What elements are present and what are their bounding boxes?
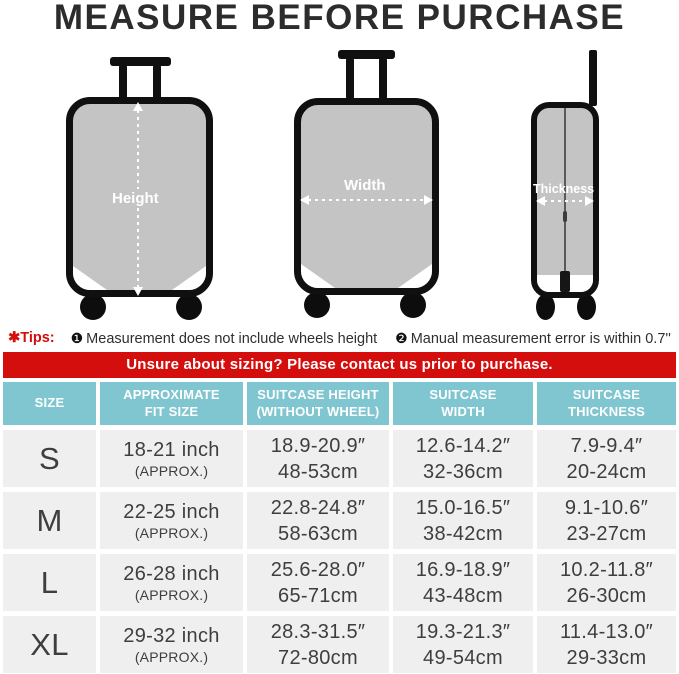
page-title: MEASURE BEFORE PURCHASE <box>53 0 626 37</box>
arrowhead-down-icon <box>133 287 143 296</box>
thickness-arrow <box>544 200 587 202</box>
zipper-pull <box>563 211 567 222</box>
contact-banner: Unsure about sizing? Please contact us p… <box>3 352 676 378</box>
header-cell: SIZE <box>3 382 96 425</box>
width-arrow <box>308 199 426 201</box>
cover-corner-cutout <box>73 266 107 290</box>
handle-post <box>153 64 161 100</box>
numbered-bullet-icon: ❶ <box>70 329 84 346</box>
value-cell: 28.3-31.5″ 72-80cm <box>247 616 389 673</box>
header-cell: APPROXIMATE FIT SIZE <box>100 382 243 425</box>
value-cell: 7.9-9.4″ 20-24cm <box>537 430 676 487</box>
value-cell: 11.4-13.0″ 29-33cm <box>537 616 676 673</box>
numbered-bullet-icon: ❷ <box>395 329 408 346</box>
suitcase-body <box>294 98 439 295</box>
arrowhead-right-icon <box>424 195 433 205</box>
value-cell: 29-32 inch (APPROX.) <box>100 616 243 673</box>
handle-post <box>346 57 354 100</box>
size-cell: L <box>3 554 96 611</box>
size-table: SIZE APPROXIMATE FIT SIZE SUITCASE HEIGHT (W… <box>3 382 676 673</box>
wheel <box>80 294 106 320</box>
value-cell: 9.1-10.6″ 23-27cm <box>537 492 676 549</box>
cover-corner-cutout <box>398 264 432 288</box>
arrowhead-up-icon <box>133 102 143 111</box>
value-cell: 10.2-11.8″ 26-30cm <box>537 554 676 611</box>
header-cell: SUITCASE HEIGHT (WITHOUT WHEEL) <box>247 382 389 425</box>
tip-text: Manual measurement error is within 0.7'' <box>410 330 671 347</box>
value-cell: 22.8-24.8″ 58-63cm <box>247 492 389 549</box>
thickness-label: Thickness <box>533 182 595 196</box>
handle-bar <box>338 50 395 59</box>
zipper-stopper <box>560 271 570 292</box>
wheel <box>536 294 555 320</box>
tip-text: Measurement does not include wheels heig… <box>86 330 378 347</box>
arrowhead-left-icon <box>536 196 545 206</box>
handle-post <box>379 57 387 100</box>
size-cell: S <box>3 430 96 487</box>
cover-corner-cutout <box>301 264 335 288</box>
tips-items: ❶ Measurement does not include wheels hei… <box>71 330 671 347</box>
wheel <box>577 294 596 320</box>
tips-label: ✱Tips: <box>8 330 55 346</box>
cover-corner-cutout <box>172 266 206 290</box>
value-cell: 16.9-18.9″ 43-48cm <box>393 554 533 611</box>
size-cell: M <box>3 492 96 549</box>
wheel <box>176 294 202 320</box>
tips-note: ✱Tips: ❶ Measurement does not include whe… <box>0 328 679 348</box>
value-cell: 18-21 inch (APPROX.) <box>100 430 243 487</box>
value-cell: 18.9-20.9″ 48-53cm <box>247 430 389 487</box>
wheel <box>304 292 330 318</box>
header-cell: SUITCASE THICKNESS <box>537 382 676 425</box>
value-cell: 22-25 inch (APPROX.) <box>100 492 243 549</box>
size-cell: XL <box>3 616 96 673</box>
value-cell: 12.6-14.2″ 32-36cm <box>393 430 533 487</box>
handle-pole <box>589 50 597 106</box>
value-cell: 25.6-28.0″ 65-71cm <box>247 554 389 611</box>
tip-item: ❷ Manual measurement error is within 0.7'… <box>395 330 671 347</box>
tip-item: ❶ Measurement does not include wheels hei… <box>71 330 378 347</box>
handle-bar <box>110 57 171 66</box>
value-cell: 19.3-21.3″ 49-54cm <box>393 616 533 673</box>
arrowhead-right-icon <box>585 196 594 206</box>
handle-post <box>119 64 127 100</box>
wheel <box>400 292 426 318</box>
header-cell: SUITCASE WIDTH <box>393 382 533 425</box>
width-label: Width <box>344 177 386 194</box>
height-label: Height <box>107 189 164 208</box>
value-cell: 26-28 inch (APPROX.) <box>100 554 243 611</box>
value-cell: 15.0-16.5″ 38-42cm <box>393 492 533 549</box>
arrowhead-left-icon <box>300 195 309 205</box>
